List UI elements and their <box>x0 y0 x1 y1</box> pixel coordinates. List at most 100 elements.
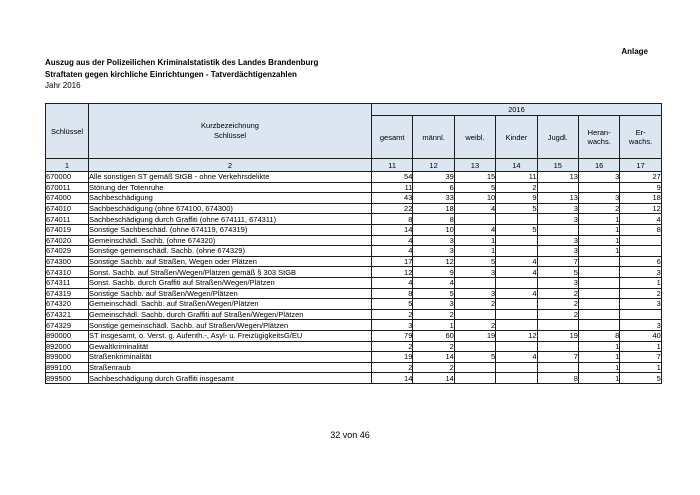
table-row: 899500 Sachbeschädigung durch Graffiti in… <box>45 372 662 384</box>
table-row: 674019 Sonstige Sachbeschäd. (ohne 674119… <box>45 223 662 236</box>
row-value: 60 <box>412 329 455 342</box>
row-label: Sonstige gemeinschädl. Sachb. (ohne 6743… <box>88 245 372 257</box>
row-value <box>577 308 621 321</box>
row-value: 8 <box>370 213 414 225</box>
row-value: 2 <box>412 361 455 374</box>
row-value: 5 <box>495 202 538 215</box>
row-key: 674300 <box>45 255 89 268</box>
row-value <box>536 181 579 194</box>
row-value <box>619 308 662 321</box>
row-label: Sonstige gemeinschädl. Sachb. auf Straße… <box>88 319 372 331</box>
row-value: 6 <box>412 181 455 194</box>
index-col-16: 16 <box>577 158 621 172</box>
row-value: 1 <box>577 234 621 247</box>
row-value: 1 <box>619 276 662 289</box>
row-value: 3 <box>577 171 621 183</box>
row-value <box>453 361 497 374</box>
row-value: 3 <box>536 276 579 289</box>
row-value: 8 <box>412 213 455 225</box>
row-key: 674010 <box>45 202 89 215</box>
row-value: 5 <box>536 266 579 278</box>
row-value: 1 <box>453 234 497 247</box>
index-col-12: 12 <box>412 158 455 172</box>
row-value <box>536 340 579 353</box>
row-label: Straßenkriminalität <box>88 351 372 363</box>
document-title-block: Auszug aus der Polizeilichen Kriminalsta… <box>45 57 318 92</box>
row-value: 5 <box>370 298 414 310</box>
table-row: 899000 Straßenkriminalität 19 14 5 4 7 1 7 <box>45 351 662 363</box>
row-label: Straßenraub <box>88 361 372 374</box>
statistics-table: Schlüssel Kurzbezeichnung Schlüssel 2016… <box>45 103 662 384</box>
row-value: 33 <box>412 192 455 204</box>
row-key: 670011 <box>45 181 89 194</box>
table-row: 892000 Gewaltkriminalität 2 2 1 1 <box>45 340 662 353</box>
row-value: 3 <box>370 319 414 331</box>
row-value: 2 <box>536 287 579 300</box>
row-value: 17 <box>370 255 414 268</box>
row-value: 14 <box>370 223 414 236</box>
header-gesamt: gesamt <box>370 115 414 159</box>
row-value: 5 <box>619 372 662 384</box>
row-value: 4 <box>495 255 538 268</box>
row-value <box>495 308 538 321</box>
row-value: 4 <box>370 276 414 289</box>
index-col-14: 14 <box>495 158 538 172</box>
row-value <box>536 223 579 236</box>
table-row: 674000 Sachbeschädigung 43 33 10 9 13 3 18 <box>45 192 662 204</box>
row-value: 4 <box>370 245 414 257</box>
row-label: ST insgesamt, o. Verst. g. Aufenth.-, As… <box>88 329 372 342</box>
table-body: 670000 Alle sonstigen ST gemäß StGB - ohn… <box>45 171 662 384</box>
table-row: 670011 Störung der Totenruhe 11 6 5 2 9 <box>45 181 662 194</box>
header-heranwachsende: Heran- wachs. <box>577 115 621 159</box>
column-header-row: gesamt männl. weibl. Kinder Jugdl. Heran… <box>46 115 662 159</box>
row-value: 19 <box>536 329 579 342</box>
row-value: 2 <box>370 308 414 321</box>
row-value: 2 <box>370 340 414 353</box>
header-weiblich: weibl. <box>453 115 497 159</box>
row-value: 79 <box>370 329 414 342</box>
row-value: 3 <box>619 266 662 278</box>
row-value: 12 <box>619 202 662 215</box>
row-value: 18 <box>619 192 662 204</box>
row-value <box>453 372 497 384</box>
row-value <box>577 181 621 194</box>
row-value: 2 <box>412 340 455 353</box>
row-value: 8 <box>370 287 414 300</box>
row-value: 15 <box>453 171 497 183</box>
row-value: 14 <box>412 372 455 384</box>
annotation-label: Anlage <box>621 47 648 56</box>
row-value: 3 <box>453 287 497 300</box>
title-line-3: Jahr 2016 <box>45 81 81 90</box>
row-value: 2 <box>370 361 414 374</box>
row-key: 674029 <box>45 245 89 257</box>
row-value: 5 <box>495 223 538 236</box>
row-value <box>536 361 579 374</box>
row-value: 8 <box>536 372 579 384</box>
row-value: 1 <box>412 319 455 331</box>
header-kurzbezeichnung-line2: Schlüssel <box>213 131 247 140</box>
row-label: Gemeinschädl. Sachb. (ohne 674320) <box>88 234 372 247</box>
table-header: Schlüssel Kurzbezeichnung Schlüssel 2016… <box>45 103 662 172</box>
row-value <box>577 255 621 268</box>
row-value: 3 <box>536 202 579 215</box>
index-col-1: 1 <box>45 158 89 172</box>
row-value: 2 <box>536 308 579 321</box>
row-value: 2 <box>495 181 538 194</box>
row-value <box>495 361 538 374</box>
row-value: 39 <box>412 171 455 183</box>
row-key: 899000 <box>45 351 89 363</box>
row-value: 9 <box>495 192 538 204</box>
row-label: Sachbeschädigung <box>88 192 372 204</box>
row-key: 899500 <box>45 372 89 384</box>
header-kurzbezeichnung: Kurzbezeichnung Schlüssel <box>88 103 372 159</box>
row-value: 2 <box>453 319 497 331</box>
table-row: 674329 Sonstige gemeinschädl. Sachb. auf … <box>45 319 662 331</box>
row-value <box>577 287 621 300</box>
row-value: 18 <box>412 202 455 215</box>
row-value <box>495 234 538 247</box>
row-value: 4 <box>619 213 662 225</box>
row-value: 14 <box>370 372 414 384</box>
row-value: 13 <box>536 171 579 183</box>
index-col-17: 17 <box>619 158 662 172</box>
table-row: 670000 Alle sonstigen ST gemäß StGB - ohn… <box>45 171 662 183</box>
